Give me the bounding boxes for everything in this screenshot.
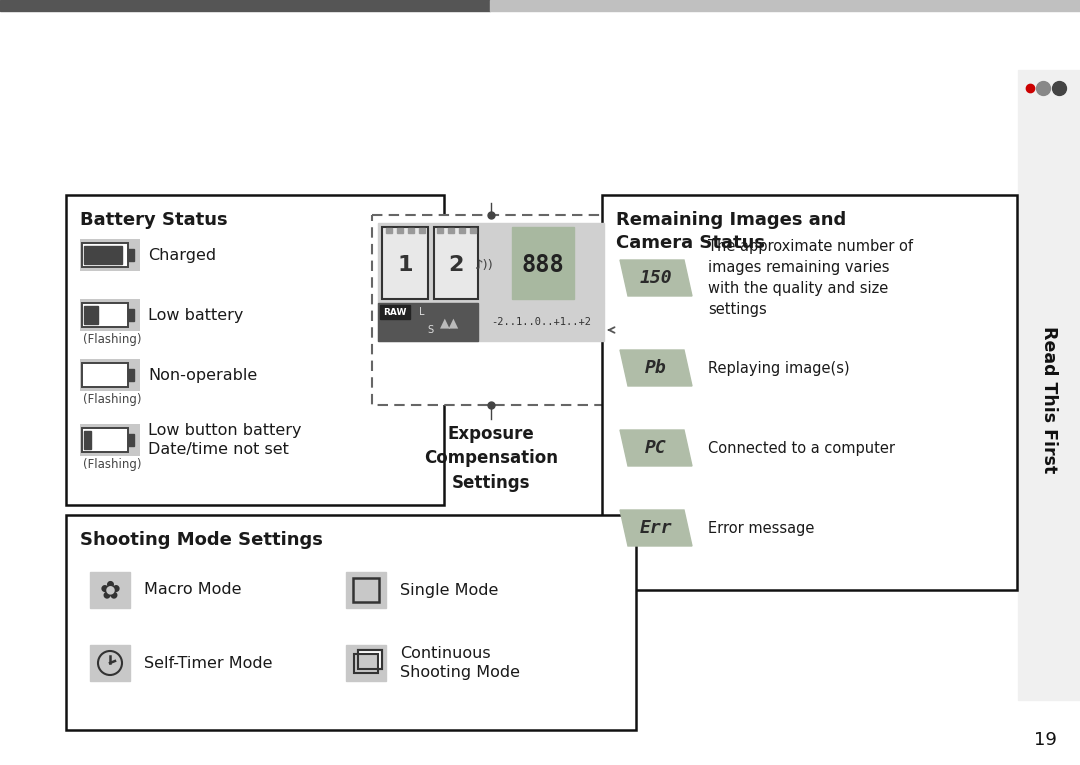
Text: -2..1..0..+1..+2: -2..1..0..+1..+2 [491,317,591,327]
Bar [437,228,443,233]
Text: Pb: Pb [645,359,666,377]
Text: Low battery: Low battery [148,308,243,323]
Bar [346,645,386,681]
Polygon shape [620,430,692,466]
Polygon shape [620,510,692,546]
Bar [459,228,465,233]
Bar [353,578,379,602]
Bar [90,572,130,608]
Text: Charged: Charged [148,248,216,262]
Text: Shooting Mode Settings: Shooting Mode Settings [80,531,323,549]
Bar [84,431,91,449]
Bar [1018,70,1080,700]
Bar [434,227,478,299]
Bar [470,228,476,233]
Bar [82,363,129,387]
Bar [354,654,378,673]
Bar [66,195,444,505]
Text: Connected to a computer: Connected to a computer [708,441,895,455]
Text: Remaining Images and
Camera Status: Remaining Images and Camera Status [616,211,847,252]
Bar [129,249,134,261]
Text: ✿: ✿ [99,579,121,603]
Bar [357,650,382,669]
Bar [490,0,1080,11]
Bar [80,359,140,391]
Bar [408,228,414,233]
Bar [382,227,428,299]
Text: 888: 888 [522,253,565,277]
Bar [0,0,490,11]
Bar [66,515,636,730]
Bar [84,246,122,264]
Bar [346,572,386,608]
Bar [512,227,573,299]
Text: Continuous
Shooting Mode: Continuous Shooting Mode [400,646,519,680]
Text: L: L [419,307,424,317]
Polygon shape [620,260,692,296]
Text: RAW: RAW [383,308,407,317]
Text: 19: 19 [1034,731,1056,749]
Text: Low button battery
Date/time not set: Low button battery Date/time not set [148,422,301,457]
Text: ♪)): ♪)) [474,259,494,272]
Bar [80,239,140,271]
Text: Non-operable: Non-operable [148,367,257,382]
Bar [380,305,410,319]
Text: Battery Status: Battery Status [80,211,228,229]
Bar [80,299,140,331]
Bar [129,309,134,321]
Text: 1: 1 [397,255,413,275]
Bar [82,243,129,267]
Text: 150: 150 [639,269,673,287]
Text: Self-Timer Mode: Self-Timer Mode [144,656,272,670]
Bar [82,303,129,327]
Bar [419,228,426,233]
Bar [80,424,140,456]
Bar [90,645,130,681]
Text: Read This First: Read This First [1040,327,1058,474]
Text: Exposure
Compensation
Settings: Exposure Compensation Settings [424,425,558,492]
Bar [448,228,454,233]
Text: Macro Mode: Macro Mode [144,582,242,597]
Bar [378,303,604,341]
Circle shape [98,651,122,675]
Text: Single Mode: Single Mode [400,582,498,597]
Polygon shape [620,350,692,386]
Text: The approximate number of
images remaining varies
with the quality and size
sett: The approximate number of images remaini… [708,239,913,317]
Text: (Flashing): (Flashing) [83,333,141,346]
Text: (Flashing): (Flashing) [83,393,141,406]
Bar [372,215,610,405]
Text: Err: Err [639,519,673,537]
Bar [386,228,392,233]
Bar [82,428,129,452]
Text: S: S [427,325,433,335]
Bar [602,195,1017,590]
Bar [84,306,98,324]
Bar [378,303,478,341]
Text: Error message: Error message [708,520,814,536]
Bar [129,434,134,446]
Text: 2: 2 [448,255,463,275]
Bar [378,223,604,303]
Bar [357,650,382,669]
Text: PC: PC [645,439,666,457]
Bar [129,369,134,381]
Text: (Flashing): (Flashing) [83,458,141,471]
Text: Replaying image(s): Replaying image(s) [708,360,850,376]
Text: ▲▲: ▲▲ [441,317,460,330]
Bar [397,228,403,233]
